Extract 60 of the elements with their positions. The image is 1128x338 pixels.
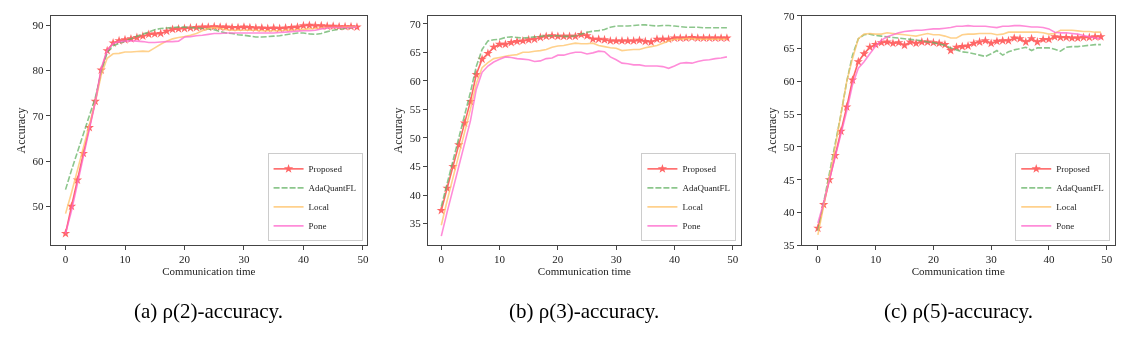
- legend-label: Pone: [308, 221, 327, 232]
- y-tick-label: 35: [409, 217, 422, 230]
- x-tick-label: 20: [178, 253, 191, 266]
- y-tick-label: 90: [32, 19, 44, 32]
- y-tick-label: 40: [783, 206, 796, 219]
- x-tick-label: 0: [438, 253, 445, 266]
- x-axis-title: Communication time: [537, 265, 632, 278]
- y-tick-label: 50: [32, 200, 44, 213]
- x-tick-label: 0: [815, 253, 822, 266]
- legend-label: Local: [1056, 202, 1078, 213]
- x-tick-label: 40: [1043, 253, 1055, 266]
- legend-label: Local: [682, 202, 704, 213]
- y-tick-label: 70: [32, 109, 44, 122]
- y-tick-label: 80: [32, 64, 44, 77]
- x-tick-label: 30: [985, 253, 998, 266]
- legend-label: Local: [308, 202, 330, 213]
- y-tick-label: 65: [409, 46, 422, 59]
- y-tick-label: 55: [783, 107, 796, 120]
- x-axis-title: Communication time: [162, 265, 256, 278]
- x-tick-label: 40: [297, 253, 310, 266]
- x-tick-label: 0: [62, 253, 69, 266]
- x-tick-label: 10: [494, 253, 506, 266]
- legend-label: Pone: [682, 221, 701, 232]
- x-tick-label: 50: [1101, 253, 1113, 266]
- legend-label: Proposed: [682, 164, 717, 175]
- x-tick-label: 20: [927, 253, 940, 266]
- x-tick-label: 50: [727, 253, 739, 266]
- legend-label: Proposed: [308, 164, 343, 175]
- legend-label: AdaQuantFL: [1056, 183, 1104, 194]
- y-tick-label: 60: [409, 74, 422, 87]
- legend-label: AdaQuantFL: [682, 183, 730, 194]
- y-tick-label: 70: [409, 17, 422, 30]
- y-tick-label: 65: [783, 42, 796, 55]
- y-tick-label: 50: [409, 131, 422, 144]
- y-tick-label: 70: [783, 9, 796, 22]
- y-tick-label: 60: [783, 75, 796, 88]
- x-tick-label: 30: [238, 253, 250, 266]
- x-tick-label: 20: [552, 253, 564, 266]
- text: (b) ρ(3)-accuracy.: [509, 299, 660, 323]
- x-axis-title: Communication time: [911, 265, 1005, 278]
- y-tick-label: 40: [409, 188, 422, 201]
- y-axis-title: Accuracy: [13, 107, 28, 154]
- x-tick-label: 10: [870, 253, 882, 266]
- y-axis-title: Accuracy: [764, 107, 779, 154]
- y-tick-label: 35: [783, 239, 796, 252]
- y-tick-label: 55: [409, 103, 422, 116]
- y-tick-label: 45: [409, 160, 422, 173]
- text: (a) ρ(2)-accuracy.: [134, 299, 283, 323]
- x-tick-label: 50: [357, 253, 369, 266]
- y-tick-label: 45: [783, 173, 796, 186]
- x-tick-label: 10: [119, 253, 132, 266]
- text: (c) ρ(5)-accuracy.: [884, 299, 1033, 323]
- legend-label: Pone: [1056, 221, 1075, 232]
- y-tick-label: 50: [783, 140, 796, 153]
- y-tick-label: 60: [32, 154, 44, 167]
- legend-label: Proposed: [1056, 164, 1091, 175]
- x-tick-label: 40: [668, 253, 681, 266]
- legend-label: AdaQuantFL: [308, 183, 357, 194]
- y-axis-title: Accuracy: [390, 107, 405, 154]
- x-tick-label: 30: [610, 253, 623, 266]
